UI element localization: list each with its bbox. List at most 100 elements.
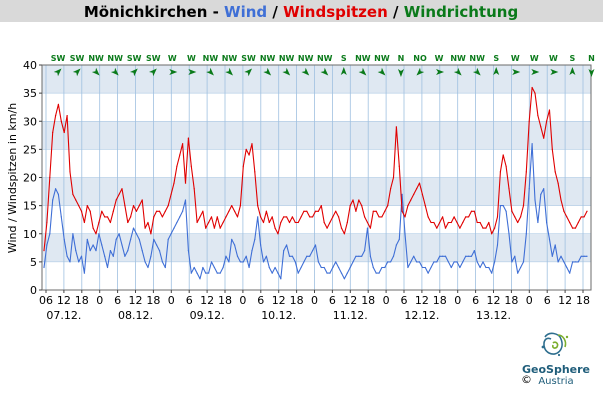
data-point-windspitzen	[543, 137, 545, 139]
arrow-head	[512, 69, 521, 75]
title-band	[0, 0, 603, 22]
data-point-windspitzen	[314, 210, 317, 212]
data-point-wind	[248, 266, 250, 269]
data-point-windspitzen	[554, 171, 556, 173]
x-tick-label: 12	[343, 294, 357, 307]
x-tick-label: 12	[57, 294, 71, 307]
data-point-windspitzen	[54, 115, 57, 117]
geosphere-logo: GeoSphere © Austria	[521, 332, 590, 387]
arrow-head	[340, 67, 347, 75]
data-point-wind	[167, 238, 169, 240]
data-point-windspitzen	[196, 221, 198, 224]
data-point-windspitzen	[528, 120, 530, 122]
data-point-windspitzen	[465, 216, 467, 218]
data-point-windspitzen	[141, 199, 143, 201]
data-point-windspitzen	[361, 205, 363, 207]
data-point-wind	[274, 266, 276, 269]
data-point-windspitzen	[303, 210, 305, 212]
y-tick-label: 25	[23, 143, 37, 156]
direction-label: W	[530, 54, 539, 63]
logo-country: Austria	[538, 376, 573, 387]
data-point-wind	[309, 255, 311, 257]
data-point-wind	[222, 266, 224, 269]
data-point-wind	[349, 266, 351, 269]
data-point-wind	[80, 255, 83, 257]
data-point-windspitzen	[262, 221, 265, 224]
x-tick-label: 12	[129, 294, 143, 307]
data-point-wind	[283, 250, 285, 252]
data-point-windspitzen	[577, 221, 579, 224]
data-point-wind	[54, 188, 57, 190]
x-tick-label: 6	[186, 294, 193, 307]
title-sep1: /	[272, 3, 283, 21]
y-tick-label: 10	[23, 228, 37, 241]
data-point-wind	[182, 210, 184, 212]
data-point-wind	[153, 238, 155, 240]
y-tick-label: 30	[23, 115, 37, 128]
wind-arrow-icon	[110, 67, 119, 76]
data-point-wind	[583, 255, 585, 257]
data-point-wind	[415, 261, 418, 263]
data-point-wind	[531, 143, 533, 145]
data-point-windspitzen	[158, 210, 161, 212]
data-point-windspitzen	[404, 216, 406, 218]
data-point-wind	[52, 199, 54, 201]
direction-label: NW	[107, 54, 123, 63]
data-point-windspitzen	[574, 227, 577, 229]
data-point-wind	[262, 261, 265, 263]
arrow-head	[244, 68, 253, 77]
direction-label: SW	[51, 54, 66, 63]
data-point-windspitzen	[467, 216, 470, 218]
data-point-windspitzen	[557, 182, 559, 184]
data-point-windspitzen	[580, 216, 582, 218]
data-point-wind	[418, 261, 421, 263]
data-point-windspitzen	[456, 221, 458, 224]
data-point-windspitzen	[522, 205, 525, 207]
data-point-wind	[540, 193, 542, 195]
data-point-windspitzen	[505, 165, 507, 167]
x-tick-label: 0	[526, 294, 533, 307]
data-point-wind	[482, 261, 484, 263]
y-axis-ticks: 0 5 10 15 20 25 30 35 40	[23, 59, 42, 297]
data-point-wind	[508, 233, 510, 235]
data-point-windspitzen	[433, 221, 435, 224]
data-point-windspitzen	[184, 182, 187, 184]
title-wind: Wind	[224, 3, 267, 21]
data-point-wind	[525, 233, 527, 235]
data-point-windspitzen	[109, 221, 112, 224]
wind-arrow-icon	[53, 68, 62, 77]
data-point-wind	[257, 216, 259, 218]
x-date-label: 10.12.	[261, 309, 296, 322]
data-point-windspitzen	[187, 137, 190, 139]
data-point-wind	[476, 261, 478, 263]
data-point-wind	[548, 238, 551, 240]
direction-label: W	[435, 54, 444, 63]
data-point-wind	[115, 238, 117, 240]
data-point-wind	[314, 244, 317, 246]
data-point-windspitzen	[260, 216, 262, 218]
data-point-wind	[369, 255, 371, 257]
arrow-head	[550, 69, 559, 75]
arrow-head	[91, 67, 100, 76]
data-point-windspitzen	[135, 210, 138, 212]
direction-label: W	[511, 54, 520, 63]
x-tick-label: 12	[415, 294, 429, 307]
direction-label: SW	[146, 54, 161, 63]
data-point-windspitzen	[274, 227, 276, 229]
copyright-symbol: ©	[521, 373, 532, 386]
data-point-wind	[303, 261, 305, 263]
data-point-wind	[216, 272, 218, 274]
data-point-wind	[75, 250, 77, 252]
arrow-head	[416, 67, 425, 76]
data-point-wind	[98, 233, 100, 235]
y-axis-label: Wind / Windspitzen in km/h	[6, 103, 19, 253]
wind-arrow-icon	[188, 69, 197, 75]
data-point-windspitzen	[349, 205, 351, 207]
data-point-wind	[528, 188, 530, 190]
x-tick-label: 18	[290, 294, 304, 307]
direction-label: NO	[413, 54, 427, 63]
data-point-wind	[57, 193, 60, 195]
data-point-windspitzen	[346, 221, 348, 224]
wind-arrow-icon	[397, 69, 404, 77]
plot-band	[42, 93, 591, 122]
